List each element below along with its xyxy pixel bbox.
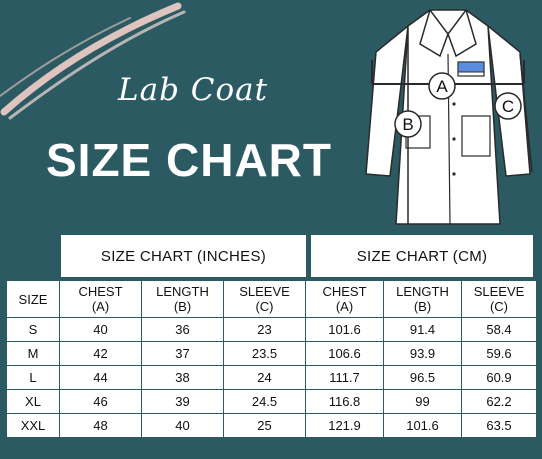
size-cell: L — [6, 365, 60, 390]
length-cm-cell: 93.9 — [383, 341, 462, 366]
length-cm-cell: 91.4 — [383, 317, 462, 342]
column-header-length-in: LENGTH (B) — [141, 280, 224, 318]
sleeve-cm-cell: 60.9 — [461, 365, 537, 390]
size-cell: XXL — [6, 413, 60, 438]
length-in-cell: 36 — [141, 317, 224, 342]
label-c: C — [502, 97, 514, 116]
brush-stroke-decoration — [0, 2, 186, 120]
chest-cm-cell: 111.7 — [305, 365, 384, 390]
chest-in-cell: 48 — [59, 413, 142, 438]
size-table: SIZE CHEST (A) LENGTH (B) SLEEVE (C) CHEST(… — [6, 280, 537, 438]
length-cm-cell: 99 — [383, 389, 462, 414]
column-header-sleeve-cm: SLEEVE (C) — [461, 280, 537, 318]
sleeve-in-cell: 25 — [223, 413, 306, 438]
chest-cm-cell: 116.8 — [305, 389, 384, 414]
page-title: SIZE CHART — [46, 134, 332, 186]
section-header-cm: SIZE CHART (CM) — [311, 235, 533, 277]
sleeve-cm-cell: 62.2 — [461, 389, 537, 414]
sleeve-in-cell: 23.5 — [223, 341, 306, 366]
chest-cm-cell: 121.9 — [305, 413, 384, 438]
length-in-cell: 40 — [141, 413, 224, 438]
table-row: XXL 48 40 25 121.9 101.6 63.5 — [6, 413, 537, 438]
sleeve-cm-cell: 63.5 — [461, 413, 537, 438]
chest-in-cell: 42 — [59, 341, 142, 366]
chest-in-cell: 40 — [59, 317, 142, 342]
table-row: L 44 38 24 111.7 96.5 60.9 — [6, 365, 537, 390]
column-header-length-cm: LENGTH (B) — [383, 280, 462, 318]
sleeve-cm-cell: 59.6 — [461, 341, 537, 366]
table-row: S 40 36 23 101.6 91.4 58.4 — [6, 317, 537, 342]
length-in-cell: 38 — [141, 365, 224, 390]
sleeve-cm-cell: 58.4 — [461, 317, 537, 342]
column-header-size: SIZE — [6, 280, 60, 318]
chest-in-cell: 44 — [59, 365, 142, 390]
sleeve-in-cell: 23 — [223, 317, 306, 342]
length-cm-cell: 96.5 — [383, 365, 462, 390]
size-cell: S — [6, 317, 60, 342]
section-header-inches: SIZE CHART (INCHES) — [61, 235, 306, 277]
label-a: A — [436, 77, 448, 96]
length-cm-cell: 101.6 — [383, 413, 462, 438]
length-in-cell: 37 — [141, 341, 224, 366]
label-b: B — [402, 115, 413, 134]
label-c-marker: C — [494, 92, 522, 120]
column-header-chest-in: CHEST (A) — [59, 280, 142, 318]
sleeve-in-cell: 24 — [223, 365, 306, 390]
lab-coat-illustration: A B C — [365, 8, 533, 225]
size-cell: M — [6, 341, 60, 366]
sleeve-in-cell: 24.5 — [223, 389, 306, 414]
table-row: M 42 37 23.5 106.6 93.9 59.6 — [6, 341, 537, 366]
size-cell: XL — [6, 389, 60, 414]
script-title: Lab Coat — [118, 72, 269, 108]
column-header-sleeve-in: SLEEVE (C) — [223, 280, 306, 318]
chest-cm-cell: 106.6 — [305, 341, 384, 366]
table-row: XL 46 39 24.5 116.8 99 62.2 — [6, 389, 537, 414]
label-b-marker: B — [394, 110, 422, 138]
chest-in-cell: 46 — [59, 389, 142, 414]
chest-cm-cell: 101.6 — [305, 317, 384, 342]
label-a-marker: A — [428, 72, 456, 100]
length-in-cell: 39 — [141, 389, 224, 414]
table-header-row: SIZE CHEST (A) LENGTH (B) SLEEVE (C) CHEST(… — [6, 280, 537, 318]
column-header-chest-cm: CHEST (A) — [305, 280, 384, 318]
